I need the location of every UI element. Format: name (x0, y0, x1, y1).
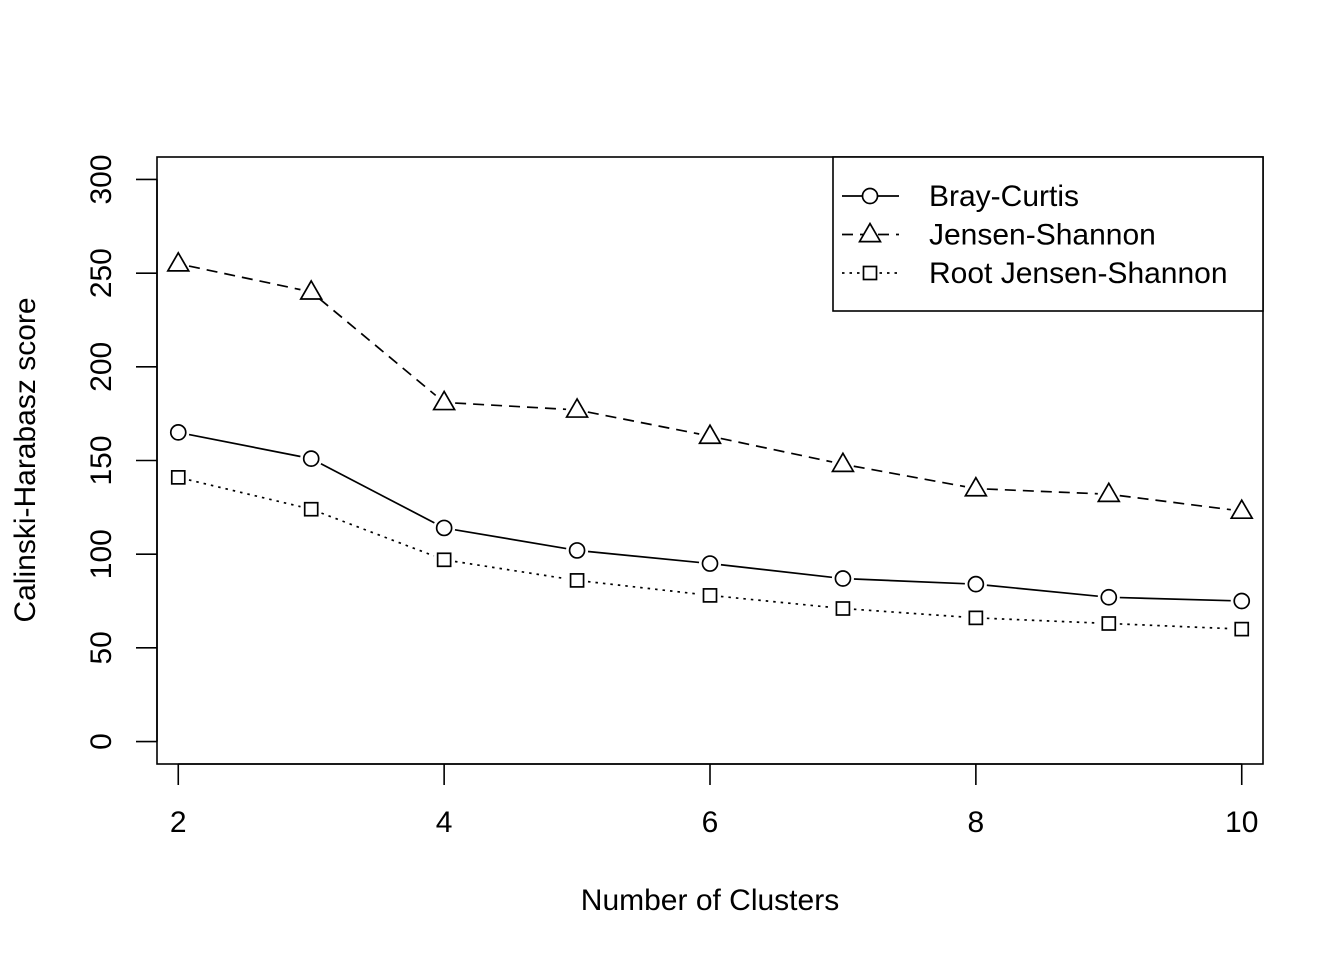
data-point (169, 424, 187, 441)
series-segment (321, 512, 435, 557)
x-axis-label: Number of Clusters (581, 884, 839, 917)
series-segment (454, 560, 567, 580)
data-point (1101, 616, 1117, 631)
series-segment (986, 488, 1098, 495)
data-point (436, 552, 452, 568)
x-tick-label: 4 (436, 806, 453, 839)
series-segment (853, 465, 966, 488)
legend-label: Bray-Curtis (929, 180, 1079, 213)
data-point (569, 573, 585, 588)
data-point (698, 423, 722, 445)
legend-label: Root Jensen-Shannon (929, 257, 1228, 290)
series-segment (720, 563, 833, 579)
legend-items: Bray-Curtis Jensen-Shannon Root Jensen-Sha… (842, 180, 1228, 290)
series-root-jensen-shannon (170, 470, 1250, 637)
series-segment (1119, 596, 1231, 602)
series-bray-curtis (169, 424, 1251, 610)
series-segment (320, 462, 435, 524)
series-jensen-shannon (166, 251, 1254, 520)
data-point (834, 570, 852, 587)
data-point (565, 397, 589, 418)
data-point (299, 279, 324, 300)
data-point (568, 542, 586, 559)
legend-marker (862, 265, 878, 281)
legend-item: Root Jensen-Shannon (842, 257, 1228, 290)
x-tick-label: 2 (170, 806, 187, 839)
series-segment (454, 528, 567, 550)
legend-marker (861, 187, 879, 205)
series-segment (986, 617, 1098, 624)
series-segment (853, 608, 965, 618)
data-point (1229, 498, 1254, 520)
data-point (170, 470, 186, 485)
data-point (435, 519, 453, 537)
series-segment (720, 595, 833, 609)
y-tick-label: 0 (85, 733, 118, 750)
x-tick-label: 6 (702, 806, 719, 839)
y-axis: 0 50 100 150 200 250 300 (85, 154, 158, 750)
y-tick-label: 150 (85, 435, 118, 485)
x-tick-label: 8 (968, 806, 985, 839)
data-point (963, 475, 988, 497)
series-segment (587, 550, 700, 564)
series-segment (455, 402, 567, 411)
data-point (1233, 592, 1251, 610)
data-point (1234, 621, 1250, 637)
y-tick-label: 50 (85, 631, 118, 664)
legend-item: Jensen-Shannon (842, 219, 1156, 252)
data-point (968, 610, 984, 626)
data-point (166, 251, 191, 272)
data-point (701, 555, 719, 572)
series-segment (853, 578, 965, 585)
series-segment (720, 437, 833, 463)
data-point (831, 451, 855, 473)
x-axis: 2 4 6 8 10 (170, 763, 1258, 839)
data-point (835, 601, 851, 616)
y-tick-label: 100 (85, 529, 118, 579)
series-segment (1119, 494, 1231, 511)
y-axis-label: Calinski-Harabasz score (9, 297, 42, 622)
legend-box (832, 156, 1264, 312)
legend-label: Jensen-Shannon (929, 219, 1156, 252)
legend: Bray-Curtis Jensen-Shannon Root Jensen-Sha… (832, 156, 1264, 312)
series-segment (587, 580, 700, 596)
y-tick-label: 300 (85, 154, 118, 204)
data-point (302, 450, 320, 467)
data-point (702, 588, 718, 603)
data-point (432, 389, 457, 411)
series-segment (188, 433, 301, 458)
series-segment (188, 479, 301, 508)
legend-marker (858, 221, 882, 243)
series-layer (166, 251, 1254, 637)
data-point (1100, 588, 1118, 606)
data-point (303, 501, 319, 517)
series-segment (986, 584, 1098, 598)
series-segment (1119, 623, 1231, 630)
series-segment (188, 265, 301, 291)
series-segment (587, 411, 700, 435)
legend-item: Bray-Curtis (842, 180, 1079, 213)
y-tick-label: 250 (85, 248, 118, 298)
x-tick-label: 10 (1225, 806, 1258, 839)
series-segment (319, 298, 437, 397)
y-tick-label: 200 (85, 342, 118, 392)
data-point (967, 575, 985, 593)
data-point (1096, 481, 1121, 503)
